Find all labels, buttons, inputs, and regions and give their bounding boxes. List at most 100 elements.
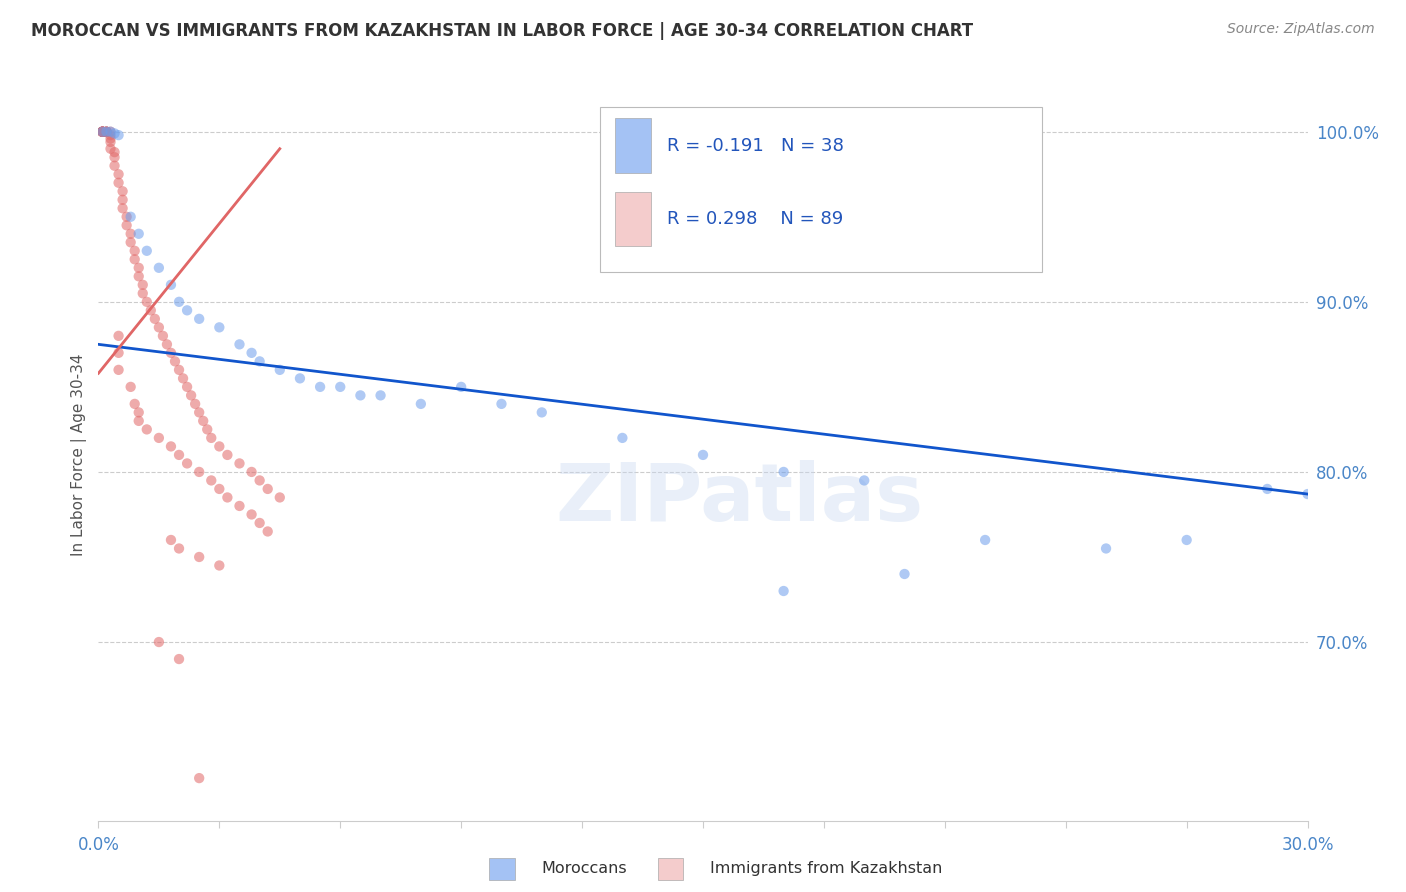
Point: [103, 145, 125, 160]
Point: [96, 125, 118, 139]
Point: [217, 491, 239, 505]
Point: [1095, 541, 1118, 556]
Point: [288, 371, 311, 385]
Point: [188, 311, 211, 326]
Point: [893, 566, 915, 581]
Point: [269, 491, 291, 505]
Point: [107, 128, 129, 142]
Point: [103, 159, 125, 173]
Point: [132, 277, 155, 292]
Point: [172, 371, 194, 385]
Point: [193, 414, 215, 428]
Point: [208, 558, 231, 573]
Point: [188, 771, 211, 785]
Point: [163, 354, 186, 368]
Point: [249, 354, 271, 368]
Point: [91, 125, 114, 139]
Point: [91, 125, 114, 139]
Point: [160, 346, 183, 360]
Point: [148, 431, 170, 445]
Point: [156, 337, 179, 351]
Point: [124, 244, 146, 258]
Point: [135, 294, 157, 309]
Point: [124, 397, 146, 411]
Point: [143, 311, 166, 326]
FancyBboxPatch shape: [614, 119, 651, 173]
Point: [176, 303, 198, 318]
Point: [1256, 482, 1278, 496]
Point: [349, 388, 371, 402]
Point: [167, 541, 190, 556]
Point: [160, 277, 183, 292]
Point: [256, 482, 278, 496]
Point: [139, 303, 162, 318]
Point: [240, 465, 263, 479]
Point: [100, 125, 122, 139]
Point: [409, 397, 432, 411]
Point: [128, 414, 150, 428]
Text: Immigrants from Kazakhstan: Immigrants from Kazakhstan: [710, 862, 942, 876]
Point: [107, 176, 129, 190]
Point: [160, 439, 183, 453]
Point: [96, 125, 118, 139]
Point: [772, 465, 794, 479]
Text: Source: ZipAtlas.com: Source: ZipAtlas.com: [1227, 22, 1375, 37]
Point: [269, 363, 291, 377]
Point: [853, 474, 876, 488]
Point: [91, 125, 114, 139]
Point: [309, 380, 332, 394]
Point: [100, 135, 122, 149]
Point: [91, 125, 114, 139]
Point: [530, 405, 553, 419]
Point: [96, 125, 118, 139]
Point: [195, 422, 218, 436]
Point: [208, 320, 231, 334]
Point: [188, 549, 211, 564]
Point: [128, 269, 150, 284]
Point: [128, 260, 150, 275]
Point: [107, 346, 129, 360]
Point: [148, 635, 170, 649]
Text: Moroccans: Moroccans: [541, 862, 627, 876]
Point: [692, 448, 714, 462]
Text: MOROCCAN VS IMMIGRANTS FROM KAZAKHSTAN IN LABOR FORCE | AGE 30-34 CORRELATION CH: MOROCCAN VS IMMIGRANTS FROM KAZAKHSTAN I…: [31, 22, 973, 40]
Point: [176, 457, 198, 471]
Y-axis label: In Labor Force | Age 30-34: In Labor Force | Age 30-34: [72, 353, 87, 557]
Point: [167, 294, 190, 309]
Point: [208, 439, 231, 453]
Point: [91, 125, 114, 139]
Point: [111, 184, 134, 198]
Point: [91, 125, 114, 139]
Point: [91, 125, 114, 139]
Point: [200, 431, 222, 445]
Point: [167, 363, 190, 377]
Text: R = -0.191   N = 38: R = -0.191 N = 38: [666, 136, 844, 154]
Point: [96, 125, 118, 139]
Point: [491, 397, 513, 411]
Point: [228, 337, 250, 351]
Point: [249, 516, 271, 530]
Point: [100, 125, 122, 139]
Point: [107, 167, 129, 181]
Point: [1175, 533, 1198, 547]
Point: [240, 508, 263, 522]
Point: [329, 380, 352, 394]
Point: [772, 584, 794, 599]
FancyBboxPatch shape: [614, 192, 651, 246]
FancyBboxPatch shape: [600, 108, 1042, 272]
Point: [200, 474, 222, 488]
Point: [100, 128, 122, 142]
Point: [128, 227, 150, 241]
Point: [974, 533, 997, 547]
Point: [208, 482, 231, 496]
Text: R = 0.298    N = 89: R = 0.298 N = 89: [666, 211, 844, 228]
Point: [103, 150, 125, 164]
Point: [188, 465, 211, 479]
Point: [135, 244, 157, 258]
Point: [91, 125, 114, 139]
Point: [148, 320, 170, 334]
Point: [120, 380, 142, 394]
Point: [124, 252, 146, 267]
Point: [111, 193, 134, 207]
Point: [91, 125, 114, 139]
